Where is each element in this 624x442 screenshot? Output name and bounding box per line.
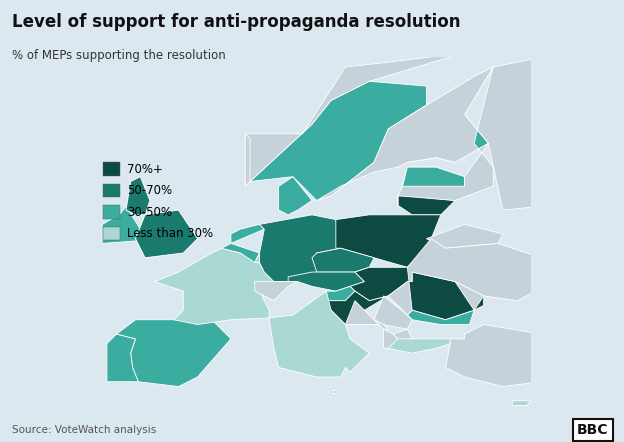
Text: BBC: BBC	[577, 423, 608, 437]
Polygon shape	[407, 310, 474, 324]
Polygon shape	[398, 167, 465, 201]
Polygon shape	[155, 248, 274, 324]
Polygon shape	[398, 196, 455, 215]
Polygon shape	[126, 177, 150, 215]
Polygon shape	[336, 215, 441, 267]
Polygon shape	[388, 67, 493, 162]
Polygon shape	[388, 272, 484, 320]
Polygon shape	[245, 53, 465, 186]
Text: Source: VoteWatch analysis: Source: VoteWatch analysis	[12, 425, 157, 435]
Polygon shape	[255, 253, 260, 263]
Polygon shape	[355, 263, 412, 282]
Polygon shape	[402, 167, 465, 186]
Polygon shape	[326, 286, 355, 301]
Polygon shape	[312, 248, 374, 272]
Polygon shape	[255, 282, 298, 301]
Text: % of MEPs supporting the resolution: % of MEPs supporting the resolution	[12, 49, 227, 61]
Polygon shape	[222, 244, 260, 263]
Legend: 70%+, 50-70%, 30-50%, Less than 30%: 70%+, 50-70%, 30-50%, Less than 30%	[99, 158, 218, 245]
Polygon shape	[245, 134, 250, 186]
Polygon shape	[288, 272, 364, 291]
Polygon shape	[107, 334, 139, 382]
Polygon shape	[446, 324, 541, 386]
Polygon shape	[388, 239, 555, 315]
Polygon shape	[374, 320, 388, 329]
Polygon shape	[260, 215, 341, 282]
Polygon shape	[279, 177, 312, 215]
Polygon shape	[333, 390, 337, 393]
Polygon shape	[455, 282, 484, 310]
Polygon shape	[388, 334, 451, 353]
Text: Level of support for anti-propaganda resolution: Level of support for anti-propaganda res…	[12, 13, 461, 31]
Polygon shape	[374, 296, 412, 329]
Polygon shape	[350, 267, 412, 301]
Polygon shape	[231, 225, 265, 244]
Polygon shape	[117, 320, 231, 386]
Polygon shape	[102, 206, 140, 244]
Polygon shape	[512, 401, 532, 406]
Polygon shape	[345, 301, 379, 324]
Polygon shape	[269, 291, 369, 377]
Polygon shape	[135, 210, 198, 258]
Polygon shape	[326, 291, 388, 324]
Polygon shape	[126, 177, 150, 215]
Polygon shape	[317, 57, 608, 210]
Polygon shape	[250, 81, 426, 201]
Polygon shape	[384, 329, 398, 348]
Polygon shape	[393, 329, 412, 339]
Polygon shape	[426, 225, 503, 248]
Polygon shape	[135, 210, 198, 258]
